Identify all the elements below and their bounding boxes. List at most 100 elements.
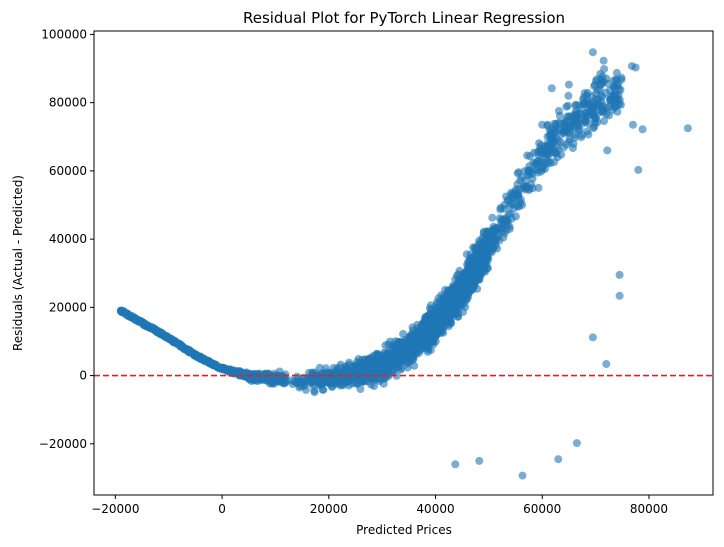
scatter-point <box>583 112 592 121</box>
scatter-point <box>634 165 643 174</box>
scatter-point <box>475 456 484 465</box>
scatter-point <box>575 101 584 110</box>
scatter-point <box>161 332 170 341</box>
scatter-point <box>444 286 452 295</box>
scatter-point <box>458 293 467 302</box>
scatter-point <box>589 102 597 111</box>
chart-title: Residual Plot for PyTorch Linear Regress… <box>243 9 565 27</box>
scatter-point <box>505 222 514 231</box>
scatter-point <box>564 91 573 100</box>
scatter-point <box>590 82 599 90</box>
x-tick-label: 40000 <box>416 502 454 516</box>
scatter-point <box>385 362 394 371</box>
scatter-point <box>222 366 231 375</box>
x-axis-label: Predicted Prices <box>356 523 452 537</box>
scatter-point <box>480 266 489 275</box>
scatter-point <box>150 326 159 334</box>
scatter-point <box>397 339 406 348</box>
scatter-point <box>683 124 692 133</box>
scatter-point <box>509 200 518 209</box>
scatter-point <box>600 117 608 125</box>
scatter-point <box>430 332 439 341</box>
scatter-point <box>564 101 573 110</box>
scatter-point <box>458 308 467 316</box>
scatter-point <box>569 118 578 127</box>
scatter-point <box>458 287 467 296</box>
scatter-point <box>499 204 508 213</box>
scatter-point <box>613 107 622 116</box>
scatter-point <box>564 80 573 89</box>
scatter-point <box>344 381 353 390</box>
scatter-point <box>596 69 605 78</box>
y-tick-label: 20000 <box>49 300 87 314</box>
y-tick-label: 80000 <box>49 96 87 110</box>
scatter-point <box>193 353 202 362</box>
scatter-point <box>186 346 195 355</box>
y-tick-label: 40000 <box>49 232 87 246</box>
scatter-point <box>384 355 393 364</box>
scatter-point <box>278 374 287 383</box>
scatter-point <box>316 376 325 385</box>
scatter-point <box>564 112 573 121</box>
scatter-point <box>488 213 497 222</box>
scatter-point <box>336 363 345 372</box>
x-tick-label: −20000 <box>91 502 139 516</box>
scatter-point <box>588 48 597 57</box>
scatter-point <box>455 266 464 275</box>
scatter-point <box>234 367 242 376</box>
scatter-point <box>405 357 414 366</box>
scatter-point <box>533 148 542 157</box>
scatter-point <box>603 146 612 155</box>
scatter-point <box>534 156 542 165</box>
scatter-point <box>411 333 420 342</box>
scatter-point <box>336 372 345 381</box>
y-tick-label: 100000 <box>41 27 87 41</box>
scatter-point <box>631 63 640 72</box>
scatter-point <box>247 370 256 378</box>
scatter-point <box>301 385 310 394</box>
scatter-point <box>454 301 463 310</box>
scatter-point <box>591 95 600 104</box>
scatter-point <box>122 310 131 319</box>
scatter-point <box>447 319 456 328</box>
scatter-point <box>439 320 448 329</box>
scatter-point <box>615 270 624 279</box>
scatter-point <box>391 350 400 359</box>
scatter-point <box>578 131 587 139</box>
scatter-point <box>408 340 417 349</box>
scatter-point <box>554 107 563 115</box>
scatter-point <box>129 314 138 322</box>
scatter-point <box>569 139 578 148</box>
scatter-point <box>638 125 647 134</box>
x-tick-label: 60000 <box>523 502 561 516</box>
scatter-point <box>450 291 459 300</box>
scatter-point <box>523 182 532 191</box>
scatter-point <box>579 93 588 102</box>
scatter-point <box>552 134 561 143</box>
y-axis-label: Residuals (Actual - Predicted) <box>11 175 25 351</box>
scatter-point <box>547 129 556 138</box>
scatter-point <box>518 471 527 480</box>
scatter-point <box>499 219 508 228</box>
scatter-point <box>383 349 392 358</box>
scatter-point <box>615 291 624 300</box>
scatter-point <box>617 73 626 82</box>
x-tick-label: 80000 <box>630 502 668 516</box>
scatter-point <box>542 150 551 159</box>
scatter-point <box>253 377 262 385</box>
scatter-point <box>478 245 487 254</box>
y-tick-label: −20000 <box>39 437 87 451</box>
scatter-point <box>240 372 249 381</box>
scatter-point <box>423 347 432 356</box>
scatter-point <box>215 364 224 372</box>
scatter-point <box>434 303 443 312</box>
scatter-point <box>422 312 431 321</box>
y-tick-label: 60000 <box>49 164 87 178</box>
scatter-point <box>399 354 408 363</box>
scatter-point <box>432 310 441 319</box>
scatter-point <box>308 373 317 382</box>
scatter-point <box>516 199 525 207</box>
scatter-point <box>368 363 377 372</box>
scatter-point <box>612 90 621 99</box>
